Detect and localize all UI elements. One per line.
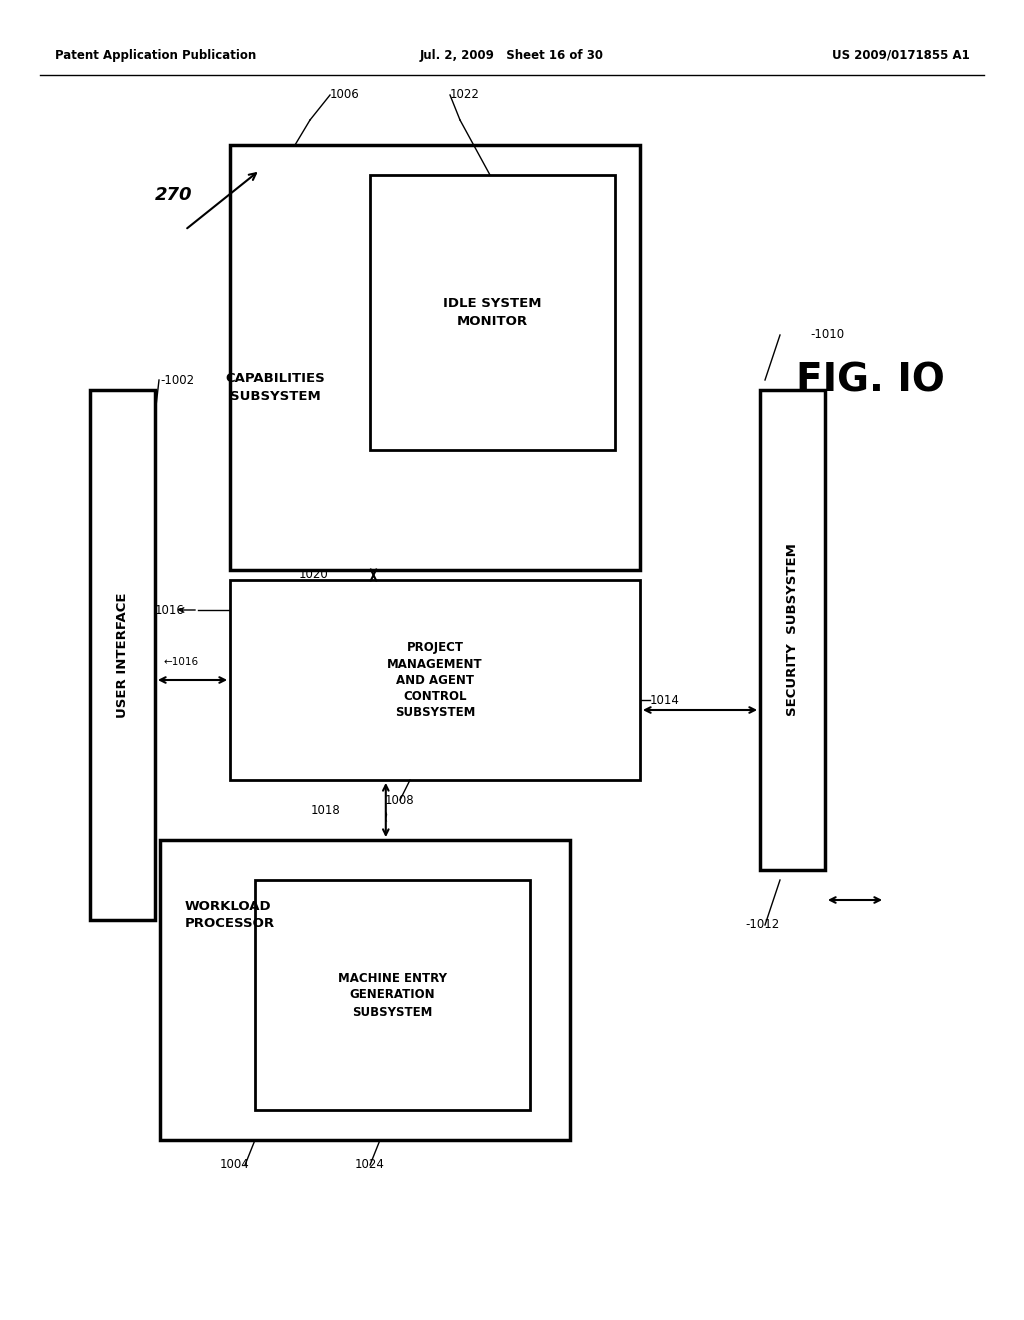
Text: FIG. IO: FIG. IO xyxy=(796,360,944,399)
Bar xyxy=(760,389,825,870)
Text: US 2009/0171855 A1: US 2009/0171855 A1 xyxy=(833,49,970,62)
Text: 1018: 1018 xyxy=(311,804,341,817)
Text: 1004: 1004 xyxy=(220,1159,250,1172)
Bar xyxy=(90,389,155,920)
Text: PROJECT
MANAGEMENT
AND AGENT
CONTROL
SUBSYSTEM: PROJECT MANAGEMENT AND AGENT CONTROL SUB… xyxy=(387,642,482,718)
Text: 1020: 1020 xyxy=(299,569,329,582)
Bar xyxy=(230,145,640,570)
Text: 1022: 1022 xyxy=(450,88,480,102)
Text: ←1016: ←1016 xyxy=(163,657,198,667)
Text: 1024: 1024 xyxy=(355,1159,385,1172)
Text: IDLE SYSTEM
MONITOR: IDLE SYSTEM MONITOR xyxy=(443,297,542,327)
Text: 1016: 1016 xyxy=(155,603,185,616)
Text: -1002: -1002 xyxy=(160,374,195,387)
Text: Patent Application Publication: Patent Application Publication xyxy=(55,49,256,62)
Text: -1012: -1012 xyxy=(745,919,779,932)
Text: -1010: -1010 xyxy=(810,329,844,342)
Text: MACHINE ENTRY
GENERATION
SUBSYSTEM: MACHINE ENTRY GENERATION SUBSYSTEM xyxy=(338,972,447,1019)
Bar xyxy=(160,840,570,1140)
Text: 270: 270 xyxy=(155,186,193,205)
Bar xyxy=(230,579,640,780)
Bar xyxy=(255,880,530,1110)
Text: USER INTERFACE: USER INTERFACE xyxy=(116,593,129,718)
Text: 1006: 1006 xyxy=(330,88,359,102)
Text: CAPABILITIES
SUBSYSTEM: CAPABILITIES SUBSYSTEM xyxy=(225,372,325,403)
Text: WORKLOAD
PROCESSOR: WORKLOAD PROCESSOR xyxy=(185,900,275,931)
Text: SECURITY  SUBSYSTEM: SECURITY SUBSYSTEM xyxy=(786,544,799,717)
Text: ~: ~ xyxy=(378,809,393,821)
Text: 1014: 1014 xyxy=(650,693,680,706)
Bar xyxy=(370,176,615,450)
Text: Jul. 2, 2009   Sheet 16 of 30: Jul. 2, 2009 Sheet 16 of 30 xyxy=(420,49,604,62)
Text: 1008: 1008 xyxy=(385,793,415,807)
